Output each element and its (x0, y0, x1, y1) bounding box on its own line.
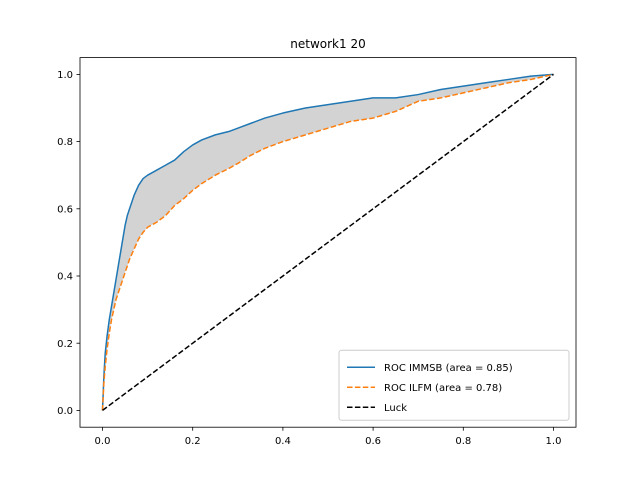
y-tick-label: 0.4 (57, 272, 73, 283)
legend-entry-immsb-label: ROC IMMSB (area = 0.85) (384, 363, 513, 374)
x-tick-label: 0.0 (95, 436, 111, 447)
chart-title: network1 20 (290, 37, 365, 51)
series-line-ilfm (101, 73, 554, 411)
x-tick-label: 0.8 (455, 436, 471, 447)
series-line-luck (102, 73, 554, 412)
legend: ROC IMMSB (area = 0.85) ROC ILFM (area = … (338, 349, 570, 421)
x-tick-label: 1.0 (546, 436, 562, 447)
x-tick-label: 0.6 (365, 436, 381, 447)
y-tick-label: 0.6 (57, 204, 73, 215)
x-tick-label: 0.4 (275, 436, 291, 447)
y-tick-label: 0.0 (57, 406, 73, 417)
plot-area (101, 73, 554, 412)
y-tick-label: 1.0 (57, 70, 73, 81)
legend-box (338, 349, 570, 421)
axes-frame: 0.0 0.2 0.4 0.6 0.8 1.0 0.0 0.2 0.4 0.6 0.8 1.0 (57, 57, 577, 447)
series-line-immsb (101, 73, 554, 411)
x-tick-label: 0.2 (185, 436, 201, 447)
fill-between-area (102, 74, 554, 411)
y-tick-label: 0.2 (57, 339, 73, 350)
legend-entry-luck-label: Luck (384, 403, 407, 414)
legend-entry-ilfm-label: ROC ILFM (area = 0.78) (384, 383, 502, 394)
axes-border (79, 57, 577, 428)
y-tick-label: 0.8 (57, 137, 73, 148)
